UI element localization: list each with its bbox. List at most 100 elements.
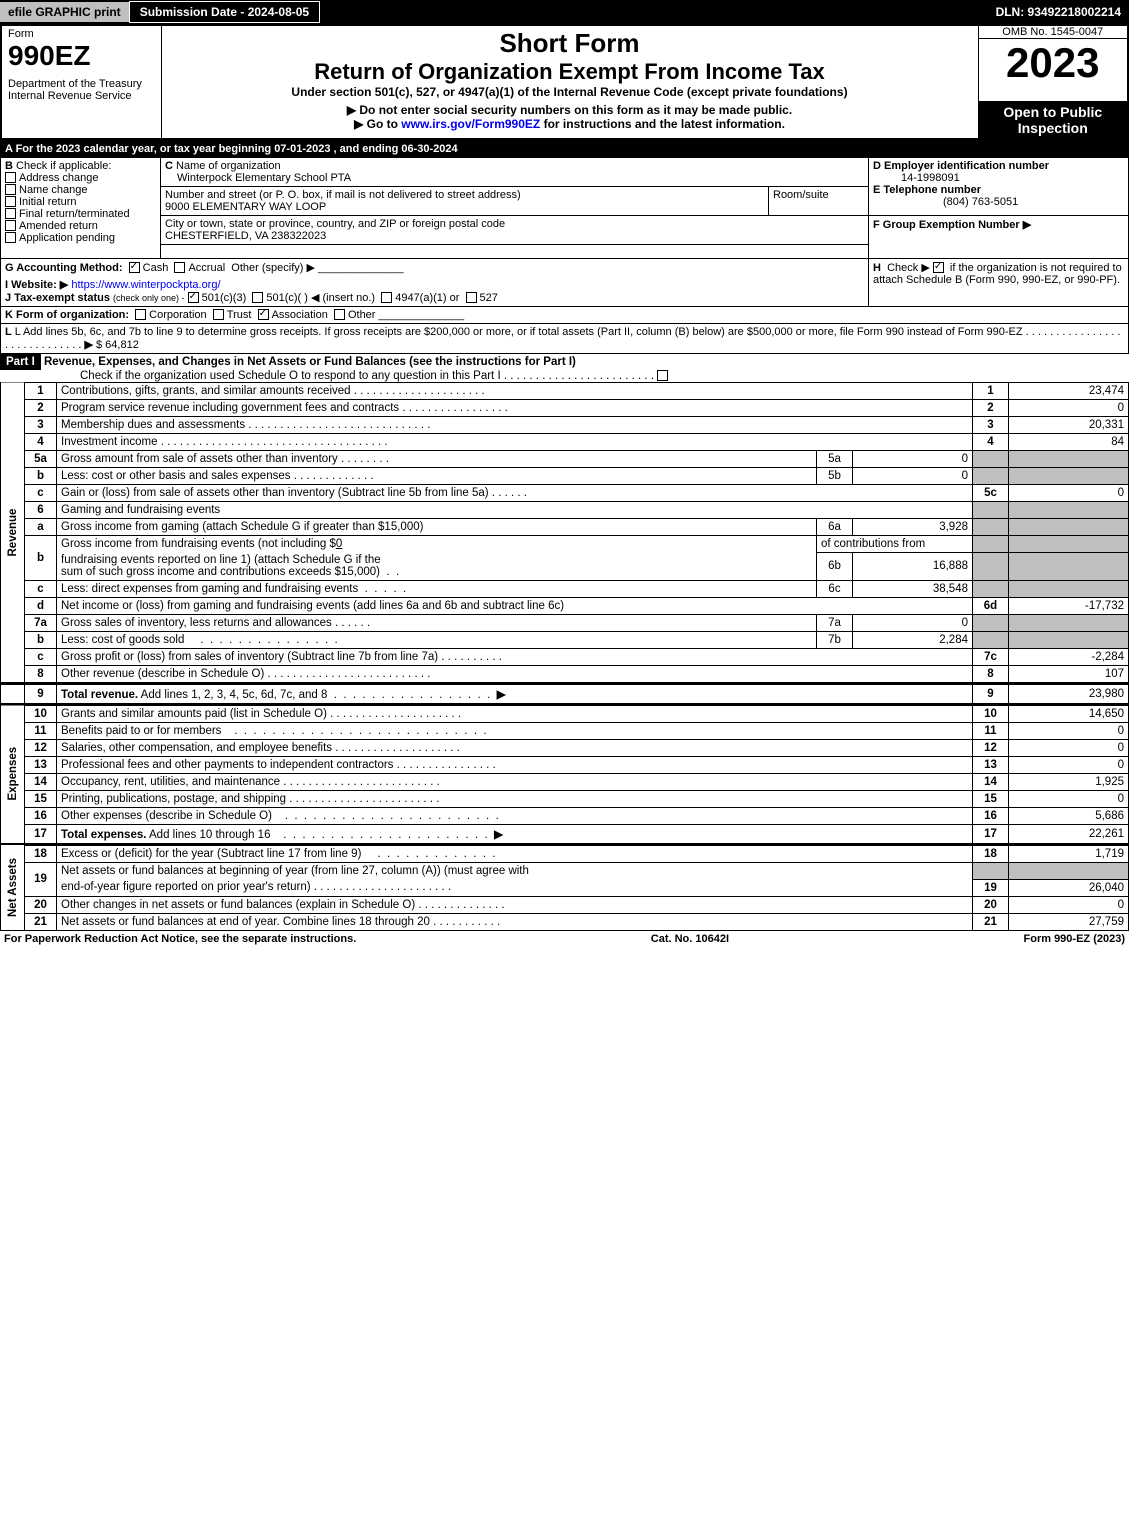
4947-checkbox[interactable] xyxy=(381,292,392,303)
website-link[interactable]: https://www.winterpockpta.org/ xyxy=(71,279,220,291)
net-assets-section-label: Net Assets xyxy=(1,845,25,930)
footer-left: For Paperwork Reduction Act Notice, see … xyxy=(4,933,356,945)
line-7b-value: 2,284 xyxy=(853,632,973,649)
application-pending-checkbox[interactable] xyxy=(5,232,16,243)
line-6d-desc: Net income or (loss) from gaming and fun… xyxy=(57,598,973,615)
line-20-desc: Other changes in net assets or fund bala… xyxy=(61,899,415,911)
line-6b-value: 16,888 xyxy=(853,552,973,581)
form-label: Form xyxy=(8,28,155,40)
line-4-desc: Investment income xyxy=(61,436,158,448)
part1-title: Revenue, Expenses, and Changes in Net As… xyxy=(44,356,576,368)
line-5c-value: 0 xyxy=(1009,484,1129,501)
footer-right: Form 990-EZ (2023) xyxy=(1024,933,1126,945)
financial-table: Revenue 1 Contributions, gifts, grants, … xyxy=(0,382,1129,684)
line-15-desc: Printing, publications, postage, and shi… xyxy=(61,793,286,805)
line-7a-desc: Gross sales of inventory, less returns a… xyxy=(61,617,332,629)
line-9-value: 23,980 xyxy=(1009,684,1129,704)
sub-title: Under section 501(c), 527, or 4947(a)(1)… xyxy=(168,85,972,99)
line-2-desc: Program service revenue including govern… xyxy=(61,402,399,414)
name-change-checkbox[interactable] xyxy=(5,184,16,195)
city-value: CHESTERFIELD, VA 238322023 xyxy=(165,230,326,242)
ein-label: D Employer identification number xyxy=(873,160,1049,172)
form-org-label: K Form of organization: xyxy=(5,309,129,321)
org-name: Winterpock Elementary School PTA xyxy=(165,172,351,184)
org-name-label: Name of organization xyxy=(176,160,281,172)
cash-checkbox[interactable] xyxy=(129,262,140,273)
org-info-table: A For the 2023 calendar year, or tax yea… xyxy=(0,140,1129,354)
short-form-title: Short Form xyxy=(168,28,972,59)
other-org-checkbox[interactable] xyxy=(334,309,345,320)
address-change-checkbox[interactable] xyxy=(5,172,16,183)
line-6a-desc: Gross income from gaming (attach Schedul… xyxy=(57,518,817,535)
room-suite-label: Room/suite xyxy=(769,186,869,215)
dln-label: DLN: 93492218002214 xyxy=(996,5,1129,19)
527-checkbox[interactable] xyxy=(466,292,477,303)
part1-header: Part I Revenue, Expenses, and Changes in… xyxy=(0,354,1129,382)
line-14-value: 1,925 xyxy=(1009,774,1129,791)
city-label: City or town, state or province, country… xyxy=(165,218,505,230)
line-3-value: 20,331 xyxy=(1009,416,1129,433)
501c3-checkbox[interactable] xyxy=(188,292,199,303)
schedule-b-checkbox[interactable] xyxy=(933,262,944,273)
line-13-value: 0 xyxy=(1009,757,1129,774)
ssn-warning: ▶ Do not enter social security numbers o… xyxy=(168,103,972,117)
part1-check-text: Check if the organization used Schedule … xyxy=(0,370,501,382)
main-title: Return of Organization Exempt From Incom… xyxy=(168,59,972,85)
line-18-desc: Excess or (deficit) for the year (Subtra… xyxy=(61,848,361,860)
line-18-value: 1,719 xyxy=(1009,845,1129,863)
ein-value: 14-1998091 xyxy=(873,172,960,184)
line-6-desc: Gaming and fundraising events xyxy=(57,501,973,518)
501c-checkbox[interactable] xyxy=(252,292,263,303)
group-exemption-label: F Group Exemption Number xyxy=(873,219,1020,231)
final-return-checkbox[interactable] xyxy=(5,208,16,219)
line-6c-desc: Less: direct expenses from gaming and fu… xyxy=(61,583,358,595)
line-4-value: 84 xyxy=(1009,433,1129,450)
gross-receipts-value: $ 64,812 xyxy=(96,339,139,351)
efile-print-label[interactable]: efile GRAPHIC print xyxy=(0,2,129,22)
line-6c-value: 38,548 xyxy=(853,581,973,598)
accrual-checkbox[interactable] xyxy=(174,262,185,273)
initial-return-checkbox[interactable] xyxy=(5,196,16,207)
omb-number: OMB No. 1545-0047 xyxy=(979,26,1128,39)
line-14-desc: Occupancy, rent, utilities, and maintena… xyxy=(61,776,280,788)
page-footer: For Paperwork Reduction Act Notice, see … xyxy=(0,931,1129,947)
line-5c-desc: Gain or (loss) from sale of assets other… xyxy=(61,487,489,499)
revenue-section-label: Revenue xyxy=(1,382,25,683)
line-20-value: 0 xyxy=(1009,896,1129,913)
gross-receipts-text: L Add lines 5b, 6c, and 7b to line 9 to … xyxy=(15,326,1023,338)
submission-date: Submission Date - 2024-08-05 xyxy=(129,1,320,23)
phone-value: (804) 763-5051 xyxy=(873,196,1018,208)
line-16-desc: Other expenses (describe in Schedule O) xyxy=(61,810,272,822)
goto-instruction: ▶ Go to www.irs.gov/Form990EZ for instru… xyxy=(168,117,972,131)
line-5a-value: 0 xyxy=(853,450,973,467)
line-5a-desc: Gross amount from sale of assets other t… xyxy=(61,453,338,465)
line-17-value: 22,261 xyxy=(1009,825,1129,844)
line-12-value: 0 xyxy=(1009,740,1129,757)
line-7c-desc: Gross profit or (loss) from sales of inv… xyxy=(61,651,438,663)
part1-schedule-o-checkbox[interactable] xyxy=(657,370,668,381)
phone-label: E Telephone number xyxy=(873,184,981,196)
amended-return-checkbox[interactable] xyxy=(5,220,16,231)
line-12-desc: Salaries, other compensation, and employ… xyxy=(61,742,332,754)
irs-link[interactable]: www.irs.gov/Form990EZ xyxy=(401,117,540,131)
assoc-checkbox[interactable] xyxy=(258,309,269,320)
line-8-desc: Other revenue (describe in Schedule O) xyxy=(61,668,264,680)
irs-label: Internal Revenue Service xyxy=(8,90,155,102)
line-21-desc: Net assets or fund balances at end of ye… xyxy=(61,916,430,928)
line-15-value: 0 xyxy=(1009,791,1129,808)
line-1-desc: Contributions, gifts, grants, and simila… xyxy=(61,385,351,397)
line-7a-value: 0 xyxy=(853,615,973,632)
corp-checkbox[interactable] xyxy=(135,309,146,320)
section-a: A For the 2023 calendar year, or tax yea… xyxy=(1,140,1129,157)
tax-year: 2023 xyxy=(979,39,1128,87)
line-8-value: 107 xyxy=(1009,666,1129,683)
line-11-desc: Benefits paid to or for members xyxy=(61,725,221,737)
top-bar: efile GRAPHIC print Submission Date - 20… xyxy=(0,0,1129,24)
section-b-label: B xyxy=(5,160,13,172)
line-3-desc: Membership dues and assessments xyxy=(61,419,245,431)
line-19-value: 26,040 xyxy=(1009,879,1129,896)
line-6d-value: -17,732 xyxy=(1009,598,1129,615)
trust-checkbox[interactable] xyxy=(213,309,224,320)
form-header: Form 990EZ Department of the Treasury In… xyxy=(0,24,1129,140)
line-16-value: 5,686 xyxy=(1009,808,1129,825)
